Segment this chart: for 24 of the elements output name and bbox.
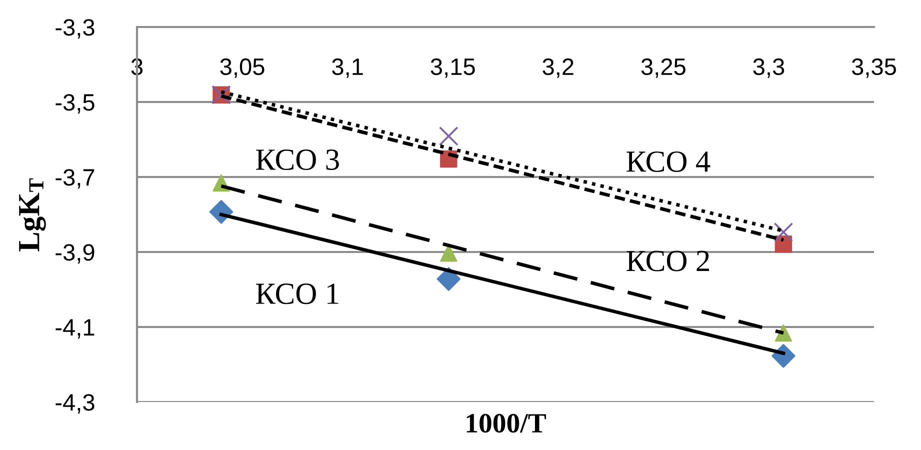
x-axis-title: 1000/T <box>466 414 546 433</box>
series-label: КСО 2 <box>626 250 709 272</box>
y-tick-label: -3,9 <box>56 244 94 264</box>
x-tick-label: 3,3 <box>753 58 784 78</box>
x-tick-label: 3,25 <box>641 58 686 78</box>
y-tick-label: -3,3 <box>56 19 94 39</box>
point <box>774 324 792 342</box>
series-label: КСО 4 <box>626 151 710 172</box>
x-tick-label: 3,15 <box>430 58 475 78</box>
y-tick-label: -4,3 <box>56 394 94 414</box>
x-tick-label: 3,35 <box>852 58 896 78</box>
x-tick-label: 3,1 <box>332 58 363 78</box>
point <box>440 244 458 262</box>
point <box>436 267 461 291</box>
y-axis-title: LgK$_{T}$ <box>19 178 46 252</box>
y-tick-label: -3,7 <box>56 169 94 189</box>
x-tick-label: 3,2 <box>542 58 574 78</box>
x-tick-label: 3,05 <box>220 58 264 78</box>
series-label: КСО 3 <box>256 150 339 170</box>
point <box>438 126 458 146</box>
y-tick-label: -3,5 <box>56 94 94 114</box>
point <box>774 222 794 242</box>
y-tick-label: -4,1 <box>56 319 94 339</box>
series-label: КСО 1 <box>256 284 338 304</box>
